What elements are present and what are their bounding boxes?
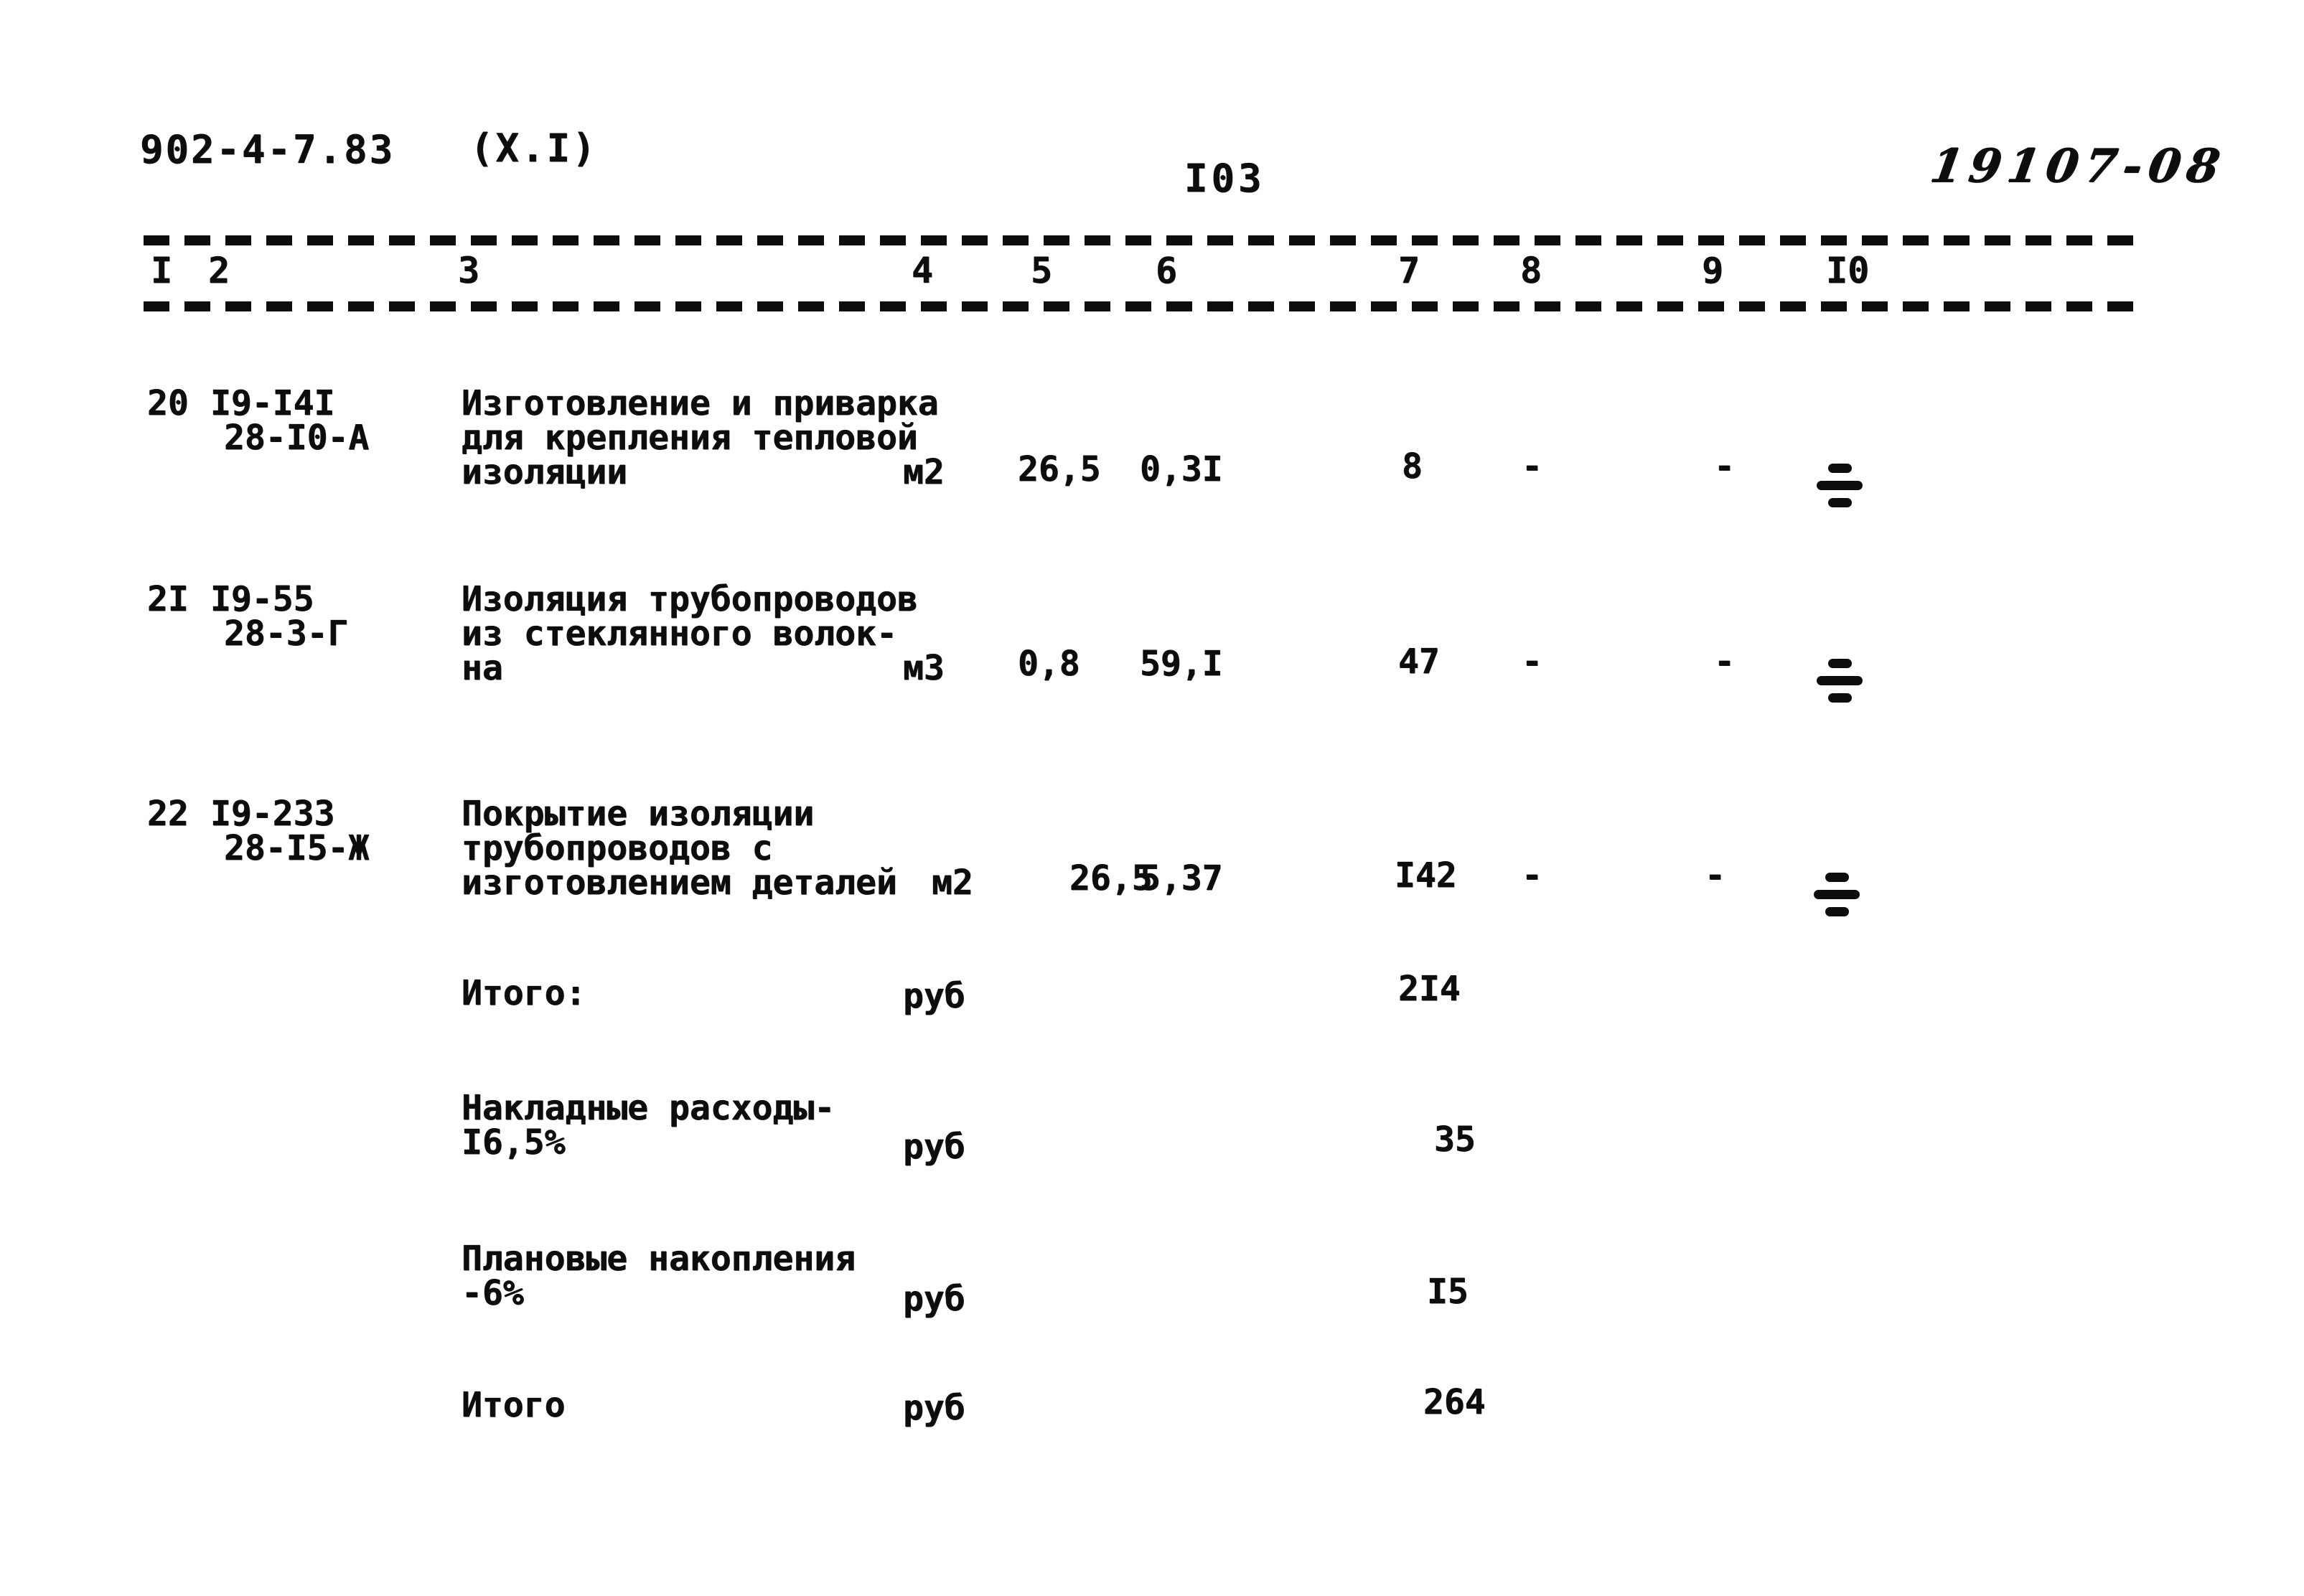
ditto-mark: [1827, 498, 1852, 507]
row-number: 20: [147, 383, 189, 423]
summary-total: 35: [1434, 1119, 1476, 1160]
document-series: (X.I): [470, 126, 598, 171]
summary-label-2: -6%: [462, 1273, 524, 1313]
unit-rate: 0,3I: [1140, 449, 1223, 489]
ditto-mark: [1825, 907, 1849, 916]
ditto-mark: [1817, 481, 1863, 490]
empty-dash: -: [1705, 855, 1725, 896]
work-description-line: изоляции: [462, 452, 628, 492]
unit-of-measure: м3: [903, 648, 945, 688]
work-description-line: из стеклянного волок-: [462, 614, 897, 654]
row-total: 8: [1402, 446, 1423, 487]
page-number: I03: [1184, 156, 1265, 201]
empty-dash: -: [1522, 446, 1542, 487]
column-header-9: 9: [1702, 250, 1724, 291]
ditto-mark: [1825, 873, 1849, 882]
column-header-6: 6: [1156, 250, 1178, 291]
currency-unit: руб: [903, 976, 965, 1016]
norm-code-2: 28-3-Г: [224, 614, 349, 654]
table-top-dashed-rule: [144, 235, 2146, 245]
row-number: 2I: [147, 579, 189, 619]
summary-total: I5: [1427, 1272, 1469, 1312]
column-header-8: 8: [1520, 250, 1542, 291]
quantity: 0,8: [1018, 644, 1080, 684]
unit-rate: 59,I: [1140, 644, 1223, 684]
currency-unit: руб: [903, 1127, 965, 1167]
quantity: 26,5: [1069, 858, 1153, 898]
work-description-line: изготовлением деталей: [462, 863, 897, 903]
summary-label: Накладные расходы-: [462, 1088, 835, 1128]
handwritten-inventory-number: 19107-08: [1926, 139, 2230, 193]
norm-code: I9-55: [210, 579, 314, 619]
norm-code-2: 28-I5-Ж: [224, 828, 370, 868]
summary-label-2: I6,5%: [462, 1122, 566, 1163]
quantity: 26,5: [1018, 449, 1101, 489]
unit-rate: 5,37: [1140, 858, 1223, 898]
column-header-5: 5: [1031, 250, 1053, 291]
work-description-line: Изоляция трубопроводов: [462, 579, 918, 619]
empty-dash: -: [1522, 642, 1542, 682]
column-header-1: I: [151, 250, 173, 291]
ditto-marks: [1812, 873, 1862, 916]
work-description-line: Покрытие изоляции: [462, 794, 815, 834]
ditto-mark: [1827, 659, 1852, 668]
empty-dash: -: [1714, 642, 1735, 682]
row-number: 22: [147, 794, 189, 834]
ditto-marks: [1814, 659, 1865, 703]
work-description-line: на: [462, 648, 503, 688]
norm-code: I9-233: [210, 794, 335, 834]
norm-code: I9-I4I: [210, 383, 335, 423]
table-bottom-dashed-rule: [144, 301, 2146, 311]
document-code: 902-4-7.83: [140, 127, 395, 172]
summary-total: 264: [1423, 1382, 1486, 1422]
row-total: 47: [1398, 642, 1440, 682]
unit-of-measure: м2: [932, 863, 973, 903]
currency-unit: руб: [903, 1388, 965, 1428]
work-description-line: для крепления тепловой: [462, 418, 918, 458]
work-description-line: трубопроводов с: [462, 828, 773, 868]
ditto-mark: [1814, 890, 1860, 899]
summary-label: Итого: [462, 1385, 566, 1425]
ditto-mark: [1817, 676, 1863, 685]
summary-total: 2I4: [1398, 969, 1461, 1009]
currency-unit: руб: [903, 1279, 965, 1319]
column-header-4: 4: [912, 250, 934, 291]
ditto-mark: [1827, 693, 1852, 703]
unit-of-measure: м2: [903, 452, 945, 492]
empty-dash: -: [1522, 855, 1542, 896]
ditto-mark: [1827, 464, 1852, 473]
empty-dash: -: [1714, 446, 1735, 487]
column-header-2: 2: [208, 250, 230, 291]
summary-label: Плановые накопления: [462, 1239, 856, 1279]
column-header-10: I0: [1826, 250, 1870, 291]
work-description-line: Изготовление и приварка: [462, 383, 939, 423]
ditto-marks: [1814, 464, 1865, 507]
column-header-3: 3: [458, 250, 480, 291]
norm-code-2: 28-I0-А: [224, 418, 370, 458]
column-header-7: 7: [1398, 250, 1420, 291]
row-total: I42: [1395, 855, 1457, 896]
summary-label: Итого:: [462, 973, 586, 1013]
